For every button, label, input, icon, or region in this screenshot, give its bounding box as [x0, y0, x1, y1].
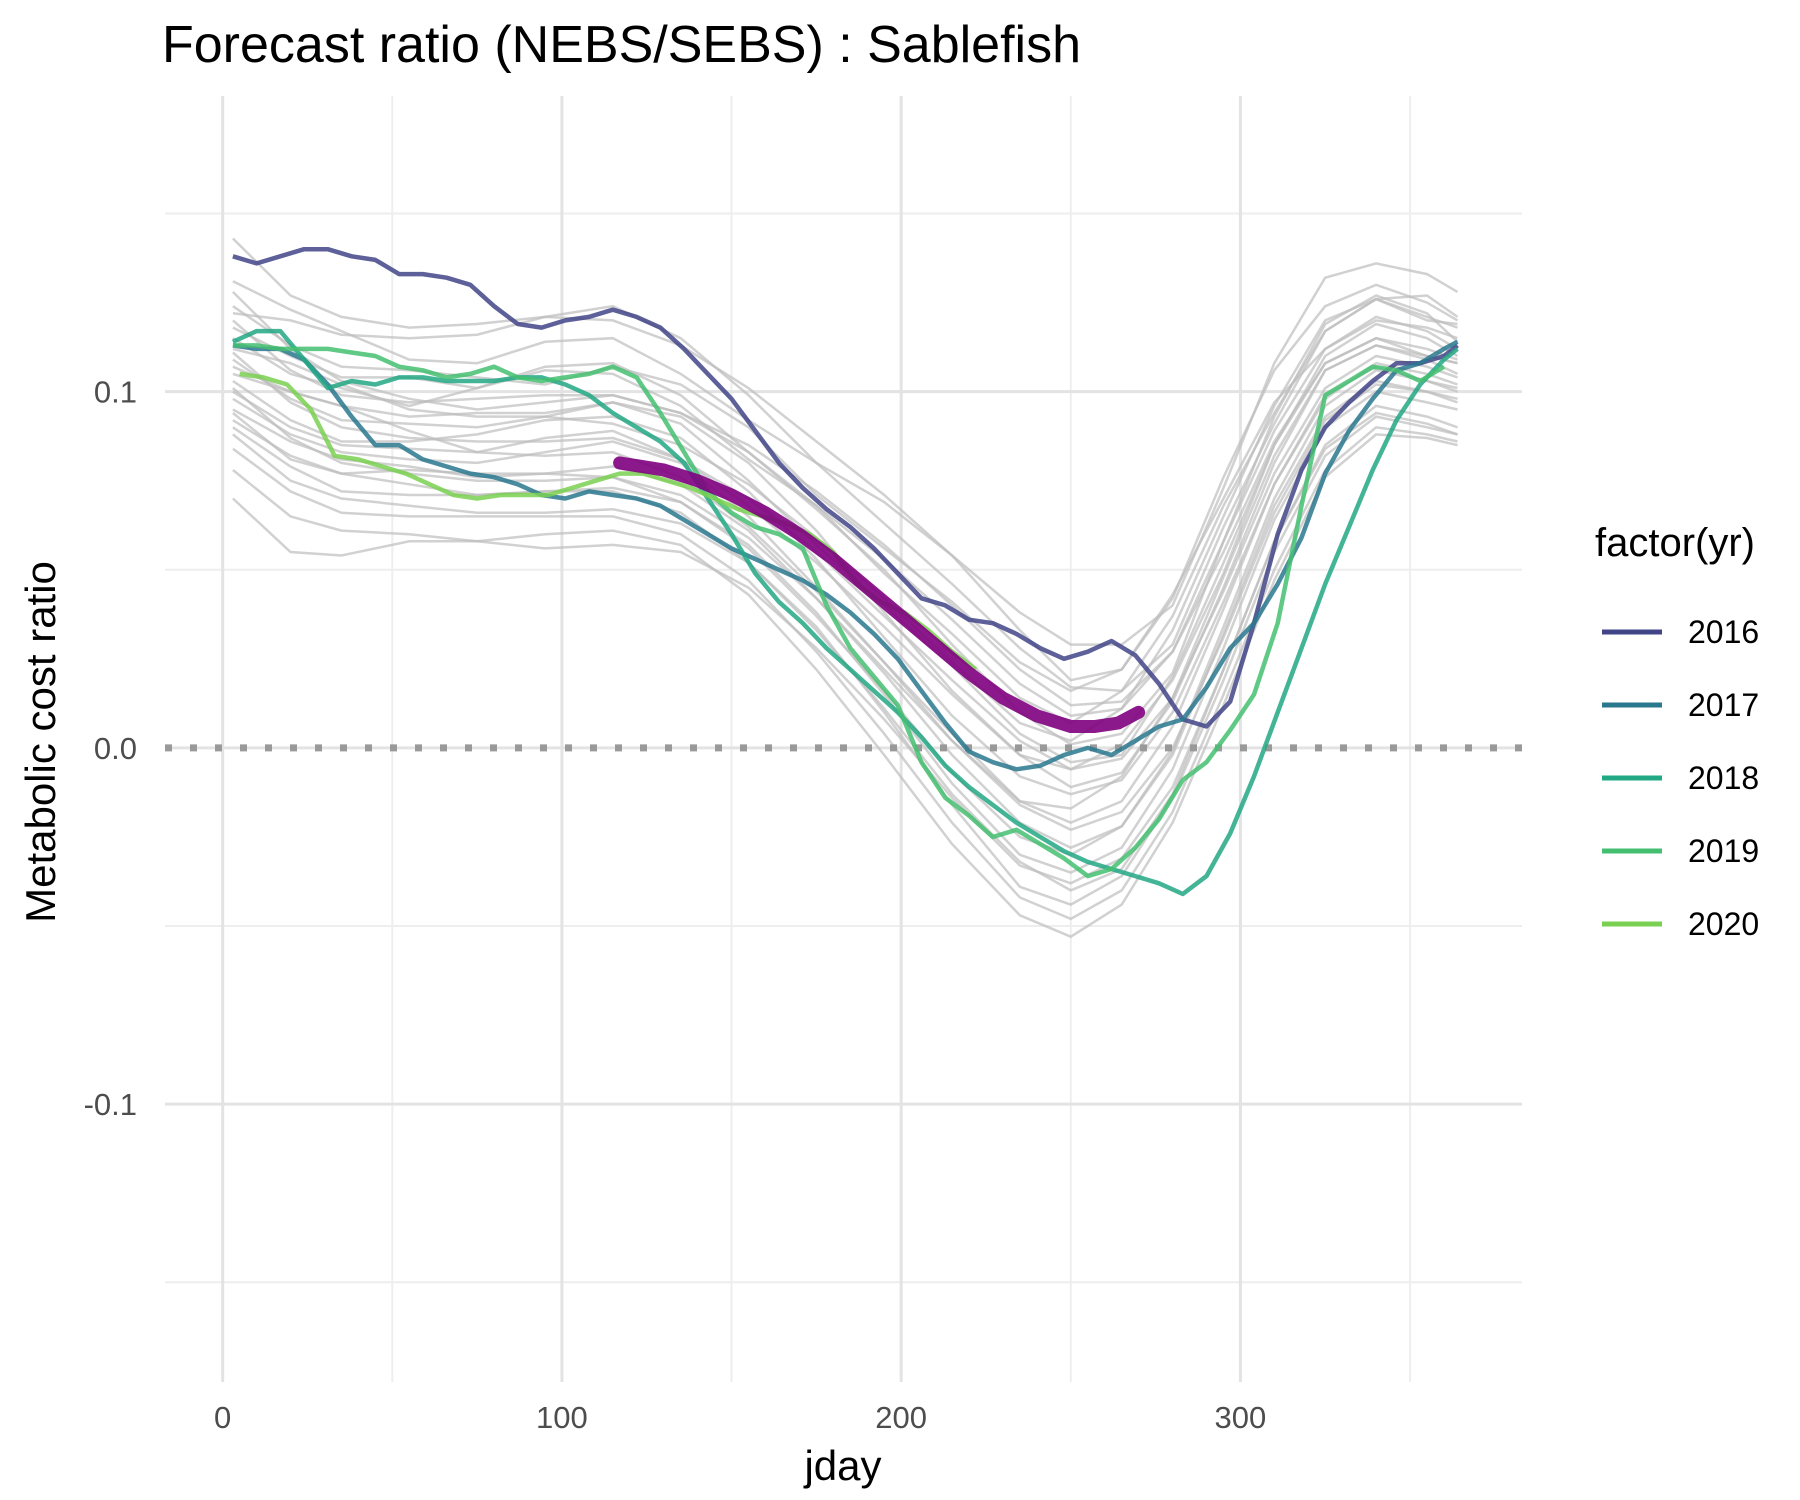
series-line-2016 [232, 246, 1459, 729]
background-series-line [232, 291, 1459, 718]
trend-layer [613, 456, 1146, 733]
y-axis-ticks: -0.1 0.0 0.1 [84, 375, 137, 1122]
y-tick-label: 0.0 [94, 731, 137, 766]
x-tick-label: 0 [214, 1400, 231, 1435]
x-tick-label: 100 [536, 1400, 588, 1435]
background-series-line [232, 344, 1458, 810]
y-tick-label: 0.1 [94, 375, 137, 410]
legend-title: factor(yr) [1595, 521, 1755, 565]
background-series-line [232, 351, 1458, 771]
background-series-line [232, 379, 1458, 850]
legend-items: 2016 2017 2018 2019 2020 [1602, 614, 1759, 942]
x-tick-label: 200 [875, 1400, 927, 1435]
background-series-line [232, 433, 1458, 939]
x-axis-ticks: 0 100 200 300 [214, 1400, 1266, 1435]
background-series-line [232, 294, 1459, 746]
legend-label-2016: 2016 [1688, 614, 1759, 650]
x-axis-title: jday [802, 1442, 881, 1489]
trend-line [613, 456, 1146, 733]
x-tick-label: 300 [1215, 1400, 1267, 1435]
y-axis-title: Metabolic cost ratio [17, 561, 64, 923]
legend-label-2018: 2018 [1688, 760, 1759, 796]
series-line-2018 [231, 328, 1459, 897]
background-series-line [232, 361, 1458, 825]
background-series-line [232, 294, 1459, 693]
series-line-2017 [232, 339, 1459, 772]
legend-label-2019: 2019 [1688, 833, 1759, 869]
chart-title: Forecast ratio (NEBS/SEBS) : Sablefish [162, 16, 1081, 74]
background-series-line [232, 383, 1458, 832]
background-series-line [232, 319, 1458, 707]
legend-label-2017: 2017 [1688, 687, 1759, 723]
y-tick-label: -0.1 [84, 1087, 137, 1122]
series-line-2019 [232, 343, 1446, 879]
legend-label-2020: 2020 [1688, 906, 1759, 942]
background-series-line [232, 237, 1459, 646]
background-series-line [232, 280, 1459, 682]
legend: factor(yr) 2016 2017 2018 2019 2020 [1595, 521, 1759, 942]
background-series-line [232, 344, 1459, 789]
